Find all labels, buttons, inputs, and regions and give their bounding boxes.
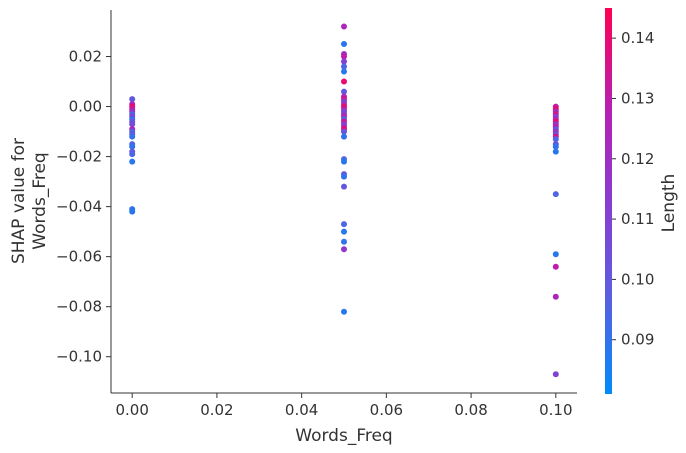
colorbar-gradient: [605, 8, 612, 394]
colorbar-tick-label: 0.11: [621, 210, 654, 228]
colorbar-label: Length: [659, 174, 679, 233]
scatter-point: [552, 293, 559, 300]
y-tick-label: −0.10: [56, 348, 102, 366]
scatter-point: [341, 158, 347, 165]
scatter-point: [341, 68, 347, 75]
colorbar-tick-label: 0.13: [621, 89, 654, 107]
scatter-point: [341, 63, 347, 70]
scatter-point: [552, 263, 559, 270]
scatter-point: [341, 183, 347, 190]
y-tick-label: −0.04: [56, 198, 102, 216]
x-ticks: 0.00 0.02 0.04 0.06 0.08 0.10: [115, 393, 573, 419]
x-tick-label: 0.08: [454, 401, 487, 419]
axes: [110, 10, 577, 394]
scatter-point: [129, 96, 136, 103]
x-tick-label: 0.10: [539, 401, 572, 419]
scatter-point: [341, 308, 347, 315]
scatter-point: [129, 133, 136, 140]
scatter-point: [341, 173, 347, 180]
y-ticks: 0.02 0.00 −0.02 −0.04 −0.06 −0.08 −0.10: [56, 48, 111, 366]
scatter-point: [341, 238, 347, 245]
scatter-point: [341, 246, 347, 253]
scatter-point: [341, 228, 347, 235]
scatter-point: [129, 121, 136, 128]
x-tick-label: 0.04: [285, 401, 318, 419]
scatter-point: [129, 143, 136, 150]
scatter-point: [341, 128, 347, 135]
scatter-point: [552, 371, 559, 378]
y-tick-label: −0.02: [56, 148, 102, 166]
scatter-point: [552, 136, 559, 143]
scatter-points: [129, 23, 559, 378]
x-tick-label: 0.06: [370, 401, 403, 419]
y-axis-label-line1: SHAP value for: [9, 138, 29, 264]
x-axis-label: Words_Freq: [295, 426, 392, 446]
scatter-point: [341, 133, 347, 140]
scatter-point: [341, 41, 347, 47]
scatter-point: [552, 191, 559, 198]
colorbar-tick-label: 0.14: [621, 29, 654, 47]
y-tick-label: −0.08: [56, 298, 102, 316]
x-tick-label: 0.00: [115, 401, 148, 419]
y-tick-label: 0.02: [69, 48, 102, 66]
scatter-point: [129, 151, 136, 158]
colorbar-tick-label: 0.09: [621, 331, 654, 349]
scatter-point: [552, 148, 559, 155]
y-axis-label-line2: Words_Freq: [30, 152, 50, 249]
scatter-point: [341, 78, 347, 85]
colorbar-tick-label: 0.12: [621, 150, 654, 168]
scatter-point: [341, 58, 347, 65]
scatter-point: [341, 23, 347, 30]
colorbar: 0.09 0.10 0.11 0.12 0.13 0.14: [605, 8, 654, 394]
scatter-point: [341, 88, 347, 95]
y-tick-label: −0.06: [56, 248, 102, 266]
colorbar-tick-label: 0.10: [621, 270, 654, 288]
scatter-point: [129, 208, 136, 215]
y-tick-label: 0.00: [69, 98, 102, 116]
x-tick-label: 0.02: [200, 401, 233, 419]
scatter-point: [129, 158, 136, 165]
scatter-point: [341, 221, 347, 228]
scatter-point: [552, 143, 559, 150]
scatter-point: [341, 53, 347, 60]
scatter-point: [552, 251, 559, 258]
